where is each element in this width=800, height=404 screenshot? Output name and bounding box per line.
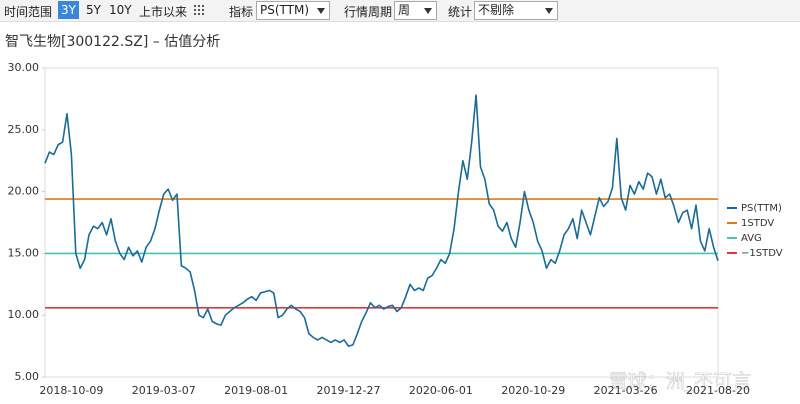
range-button[interactable]: 10Y [109, 3, 132, 17]
ps-line [44, 94, 719, 347]
range-button[interactable]: 3Y [58, 1, 79, 19]
y-tick-label: 10.00 [8, 308, 40, 321]
indicator-label: 指标 [229, 5, 254, 19]
legend-label: PS(TTM) [741, 203, 782, 214]
chart-title: 智飞生物[300122.SZ] – 估值分析 [5, 34, 221, 50]
plot-frame [44, 67, 719, 378]
y-tick-label: 15.00 [8, 246, 40, 259]
x-tick-label: 2020-10-29 [501, 384, 565, 397]
x-tick-label: 2019-12-27 [317, 384, 381, 397]
x-tick-label: 2020-06-01 [409, 384, 473, 397]
y-tick-label: 20.00 [8, 185, 40, 198]
legend-label: AVG [741, 233, 762, 244]
watermark: 雪球：洲_不可言 [609, 371, 752, 393]
period-label: 行情周期 [344, 5, 393, 19]
y-tick-label: 25.00 [8, 123, 40, 136]
legend-label: 1STDV [741, 218, 774, 229]
x-tick-label: 2021-08-20 [686, 384, 750, 397]
legend-label: −1STDV [741, 248, 783, 259]
x-tick-label: 2019-08-01 [224, 384, 288, 397]
range-button[interactable]: 5Y [86, 3, 101, 17]
x-tick-label: 2018-10-09 [39, 384, 103, 397]
x-tick-label: 2021-03-26 [594, 384, 658, 397]
x-tick-label: 2019-03-07 [132, 384, 196, 397]
y-tick-label: 30.00 [8, 61, 40, 74]
stat-select[interactable]: 不剔除 [474, 1, 558, 20]
indicator-select[interactable]: PS(TTM) [256, 1, 330, 20]
y-tick-label: 5.00 [15, 370, 40, 383]
stat-label: 统计 [448, 5, 473, 19]
range-button[interactable]: 上市以来 [139, 5, 188, 19]
grid-icon[interactable] [194, 5, 204, 15]
range-label: 时间范围 [4, 5, 53, 19]
toolbar: 时间范围 3Y 5Y 10Y 上市以来 指标 PS(TTM) 行情周期 周 统计… [0, 0, 800, 22]
period-select[interactable]: 周 [394, 1, 437, 20]
